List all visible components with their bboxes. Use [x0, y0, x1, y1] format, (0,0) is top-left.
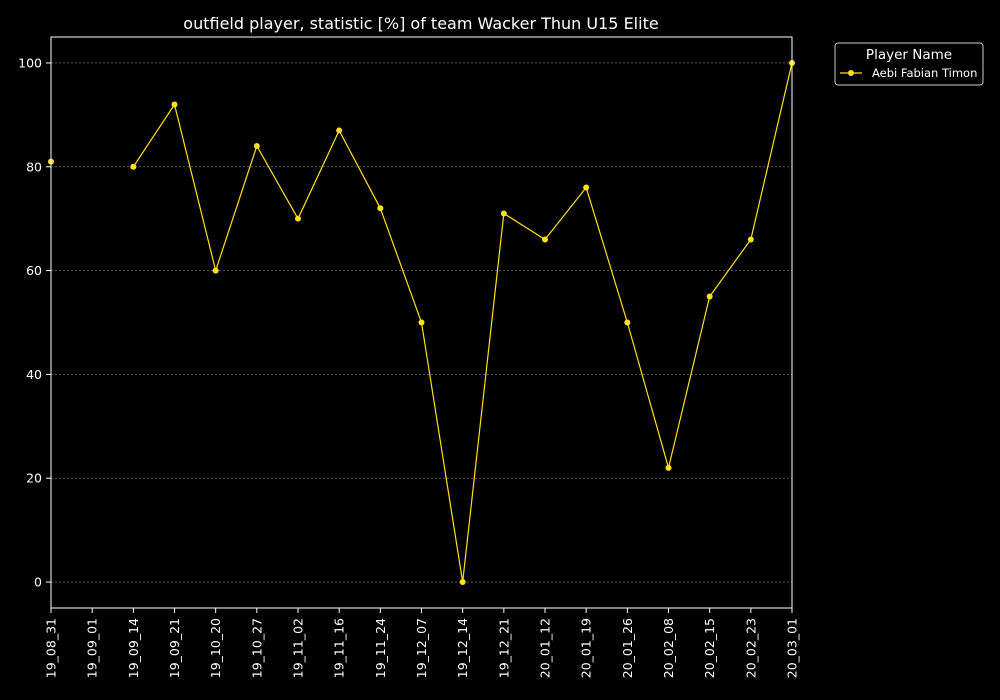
x-tick-label: 19_12_14 [455, 618, 470, 678]
x-tick-label: 19_09_21 [167, 618, 182, 678]
x-tick-label: 19_10_20 [208, 618, 223, 678]
x-tick-label: 19_11_16 [332, 618, 347, 678]
x-tick-label: 20_02_08 [661, 618, 676, 678]
x-tick-label: 20_02_15 [702, 618, 717, 678]
data-point [377, 205, 384, 212]
x-tick-label: 19_11_02 [291, 618, 306, 678]
data-point [706, 293, 713, 300]
series-layer [48, 59, 795, 586]
x-tick-label: 19_12_07 [414, 618, 429, 678]
y-axis-ticks: 0 20 40 60 80 100 [18, 55, 51, 590]
x-tick-label: 20_01_19 [579, 618, 594, 678]
data-point [583, 184, 590, 191]
data-point [665, 464, 672, 471]
y-tick-label: 20 [26, 471, 42, 486]
x-tick-label: 19_11_24 [373, 618, 388, 678]
legend-entry-label: Aebi Fabian Timon [872, 66, 977, 80]
x-tick-label: 20_02_23 [743, 618, 758, 678]
data-point [212, 267, 219, 274]
x-tick-label: 19_08_31 [44, 618, 59, 678]
legend-marker-swatch [848, 70, 854, 76]
x-tick-label: 19_09_01 [85, 618, 100, 678]
x-tick-label: 19_12_21 [496, 618, 511, 678]
y-tick-label: 100 [18, 55, 42, 70]
x-tick-label: 20_01_26 [620, 618, 635, 678]
y-tick-label: 60 [26, 263, 42, 278]
chart-title: outfield player, statistic [%] of team W… [183, 14, 658, 33]
legend: Player Name Aebi Fabian Timon [834, 42, 984, 86]
legend-title: Player Name [866, 47, 952, 63]
data-point [459, 579, 466, 586]
x-axis-ticks: 19_08_31 19_09_01 19_09_14 19_09_21 19_10_20… [44, 608, 800, 678]
data-point [253, 143, 260, 150]
y-tick-label: 80 [26, 159, 42, 174]
x-tick-label: 19_10_27 [249, 618, 264, 678]
x-tick-label: 20_03_01 [785, 618, 800, 678]
y-tick-label: 40 [26, 367, 42, 382]
data-point [295, 215, 301, 222]
y-tick-label: 0 [34, 575, 42, 590]
legend-box [834, 42, 984, 86]
data-point [130, 163, 137, 170]
x-tick-label: 20_01_12 [538, 618, 553, 678]
data-point [624, 319, 631, 326]
plot-frame [50, 36, 793, 609]
data-point [542, 236, 548, 243]
data-point [418, 319, 425, 326]
data-point [171, 101, 178, 108]
data-point [336, 127, 343, 134]
x-tick-label: 19_09_14 [126, 618, 141, 678]
grid-lines [51, 62, 792, 583]
data-point [747, 236, 754, 243]
data-point [500, 210, 507, 217]
series-line [132, 62, 793, 583]
